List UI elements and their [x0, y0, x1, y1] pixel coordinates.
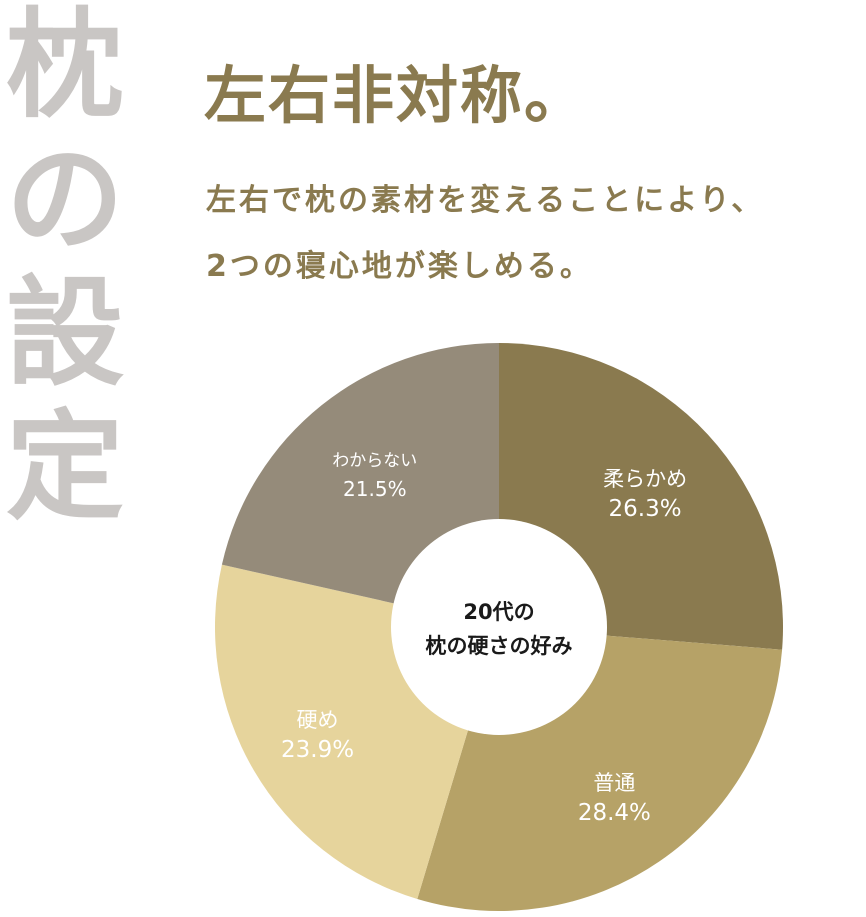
subtext-line-1: 左右で枕の素材を変えることにより、 — [206, 183, 765, 218]
side-title-char-1: 枕 — [5, 0, 124, 134]
center-label-line-1: 20代の — [463, 600, 534, 624]
donut-hole — [391, 519, 607, 735]
side-title-char-2: の — [5, 130, 124, 268]
slice-value-label: 23.9% — [281, 737, 354, 763]
slice-labels: 柔らかめ 26.3% 普通 28.4% 硬め 23.9% わからない 21.5% — [281, 451, 687, 826]
side-title-char-3: 設 — [5, 264, 124, 402]
subtext-line-2: 2つの寝心地が楽しめる。 — [206, 249, 593, 284]
subtext: 左右で枕の素材を変えることにより、 2つの寝心地が楽しめる。 — [206, 168, 764, 300]
slice-category-label: 普通 — [593, 771, 635, 795]
vertical-section-title: 枕 の 設 定 — [0, 0, 130, 536]
slice-category-label: 硬め — [297, 708, 339, 732]
slice-category-label: わからない — [332, 451, 417, 471]
slice-value-label: 21.5% — [343, 477, 407, 501]
headline: 左右非対称。 — [204, 59, 589, 132]
slice-value-label: 28.4% — [578, 800, 651, 826]
side-title-char-4: 定 — [5, 398, 124, 536]
slice-category-label: 柔らかめ — [603, 467, 687, 491]
slice-value-label: 26.3% — [609, 496, 682, 522]
center-label-line-2: 枕の硬さの好み — [426, 634, 573, 658]
